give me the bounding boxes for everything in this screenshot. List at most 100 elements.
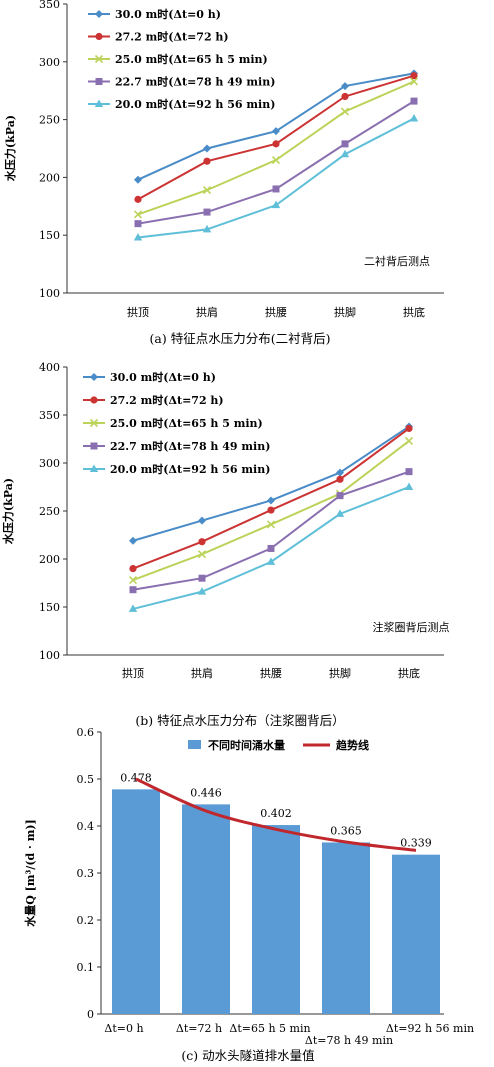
series-line bbox=[132, 470, 410, 591]
data-point bbox=[203, 157, 211, 165]
series-0: 30.0 m时(Δt=0 h) bbox=[83, 370, 413, 545]
data-point bbox=[267, 506, 275, 514]
bar bbox=[392, 854, 440, 1014]
legend-label: 30.0 m时(Δt=0 h) bbox=[110, 370, 216, 384]
y-tick-label: 200 bbox=[39, 171, 60, 184]
x-tick-label: Δt=0 h bbox=[104, 1022, 143, 1035]
legend-label: 25.0 m时(Δt=65 h 5 min) bbox=[110, 416, 263, 430]
y-tick-label: 0.1 bbox=[77, 961, 95, 974]
data-point bbox=[134, 175, 142, 184]
series-4: 20.0 m时(Δt=92 h 56 min) bbox=[83, 462, 414, 612]
legend-label: 30.0 m时(Δt=0 h) bbox=[115, 7, 221, 21]
data-point bbox=[405, 468, 413, 476]
y-tick-label: 0.4 bbox=[77, 820, 95, 833]
data-point bbox=[271, 200, 281, 209]
data-point bbox=[134, 195, 142, 203]
data-point bbox=[404, 482, 414, 490]
data-point bbox=[272, 185, 280, 193]
y-tick-label: 250 bbox=[39, 114, 60, 127]
series-line bbox=[137, 74, 415, 201]
data-point bbox=[272, 127, 280, 136]
data-point bbox=[202, 224, 212, 233]
x-tick-label: 拱腰 bbox=[260, 666, 282, 680]
data-point bbox=[197, 550, 207, 559]
data-point bbox=[336, 492, 344, 500]
data-point-b bbox=[404, 436, 414, 445]
chart-caption: (b) 特征点水压力分布（注浆圈背后） bbox=[135, 713, 344, 728]
data-point bbox=[410, 97, 418, 105]
data-point bbox=[336, 475, 344, 483]
bar-data-label: 0.365 bbox=[330, 824, 362, 837]
legend-label: 27.2 m时(Δt=72 h) bbox=[110, 393, 224, 407]
y-tick-label: 250 bbox=[39, 505, 60, 518]
line-chart-b: 100 150 200 250 300 350 400 拱顶 拱肩 拱腰 拱脚 拱底 水压力(kPa) 3… bbox=[1, 361, 450, 728]
data-point bbox=[202, 186, 212, 195]
y-tick-label: 0.2 bbox=[77, 914, 95, 927]
data-point bbox=[197, 587, 207, 595]
chart-annotation: 二衬背后测点 bbox=[364, 254, 430, 268]
data-point bbox=[335, 509, 345, 517]
data-point bbox=[129, 536, 137, 545]
legend: 不同时间涌水量 趋势线 bbox=[188, 738, 369, 752]
chart-caption: (c) 动水头隧道排水量值 bbox=[181, 1048, 314, 1063]
legend-label: 20.0 m时(Δt=92 h 56 min) bbox=[115, 97, 275, 111]
y-axis-label: 水压力(kPa) bbox=[1, 478, 15, 544]
data-point bbox=[340, 149, 350, 158]
bar-chart-c: 0 0.1 0.2 0.3 0.4 0.5 0.6 0.478 0.446 0.402 0.365 0… bbox=[23, 726, 474, 1063]
y-tick-label: 0.3 bbox=[77, 867, 95, 880]
trend-line bbox=[135, 777, 417, 852]
data-point bbox=[341, 92, 349, 101]
x-tick-label: 拱脚 bbox=[329, 666, 351, 680]
legend-swatch-bar bbox=[188, 740, 201, 749]
x-tick-label: 拱顶 bbox=[127, 305, 149, 319]
chart-annotation: 注浆圈背后测点 bbox=[373, 620, 450, 634]
y-tick-label: 350 bbox=[39, 0, 60, 11]
legend-swatch-marker bbox=[89, 464, 99, 472]
chart-caption: (a) 特征点水压力分布(二衬背后) bbox=[150, 331, 331, 346]
data-point bbox=[409, 77, 419, 86]
data-point bbox=[341, 140, 349, 148]
legend-label: 22.7 m时(Δt=78 h 49 min) bbox=[110, 439, 270, 453]
data-point bbox=[198, 538, 206, 546]
x-tick-label: 拱肩 bbox=[191, 666, 213, 680]
data-point bbox=[405, 424, 413, 433]
x-tick-label: Δt=78 h 49 min bbox=[305, 1034, 393, 1047]
legend-swatch-marker bbox=[95, 32, 103, 41]
y-tick-label: 100 bbox=[39, 649, 60, 662]
data-point bbox=[410, 72, 418, 80]
x-tick-label: 拱肩 bbox=[196, 305, 218, 319]
data-point bbox=[340, 107, 350, 116]
bar-data-label: 0.402 bbox=[260, 807, 292, 820]
data-point bbox=[133, 210, 143, 219]
bar bbox=[252, 825, 300, 1014]
series-line bbox=[137, 117, 415, 239]
data-point bbox=[409, 113, 419, 122]
x-tick-label: 拱底 bbox=[398, 666, 420, 680]
x-tick-label: 拱腰 bbox=[265, 305, 287, 319]
y-tick-label: 100 bbox=[39, 287, 60, 300]
data-point bbox=[341, 82, 349, 91]
bar-data-label: 0.339 bbox=[400, 837, 432, 850]
series-1: 27.2 m时(Δt=72 h) bbox=[83, 393, 413, 573]
data-point bbox=[404, 436, 414, 445]
legend-label: 20.0 m时(Δt=92 h 56 min) bbox=[110, 462, 270, 476]
legend-label: 27.2 m时(Δt=72 h) bbox=[115, 30, 229, 44]
data-point-b bbox=[128, 576, 138, 585]
y-tick-label: 300 bbox=[39, 457, 60, 470]
data-point bbox=[272, 140, 280, 148]
data-point-b bbox=[202, 186, 212, 195]
data-point bbox=[129, 586, 137, 594]
bar bbox=[322, 842, 370, 1014]
line-chart-a: 100 150 200 250 300 350 拱顶 拱肩 拱腰 拱脚 拱底 水压力(kPa) 30.0… bbox=[3, 0, 444, 346]
x-tick-label: 拱底 bbox=[403, 305, 425, 319]
bar-data-label: 0.478 bbox=[120, 771, 152, 784]
y-tick-label: 150 bbox=[39, 601, 60, 614]
data-point-b bbox=[266, 520, 276, 529]
x-tick-label: 拱顶 bbox=[122, 666, 144, 680]
x-tick-label: Δt=65 h 5 min bbox=[229, 1022, 310, 1035]
legend-label: 不同时间涌水量 bbox=[208, 738, 285, 752]
data-point bbox=[128, 576, 138, 585]
y-tick-label: 0 bbox=[87, 1008, 94, 1021]
data-point-b bbox=[271, 155, 281, 165]
